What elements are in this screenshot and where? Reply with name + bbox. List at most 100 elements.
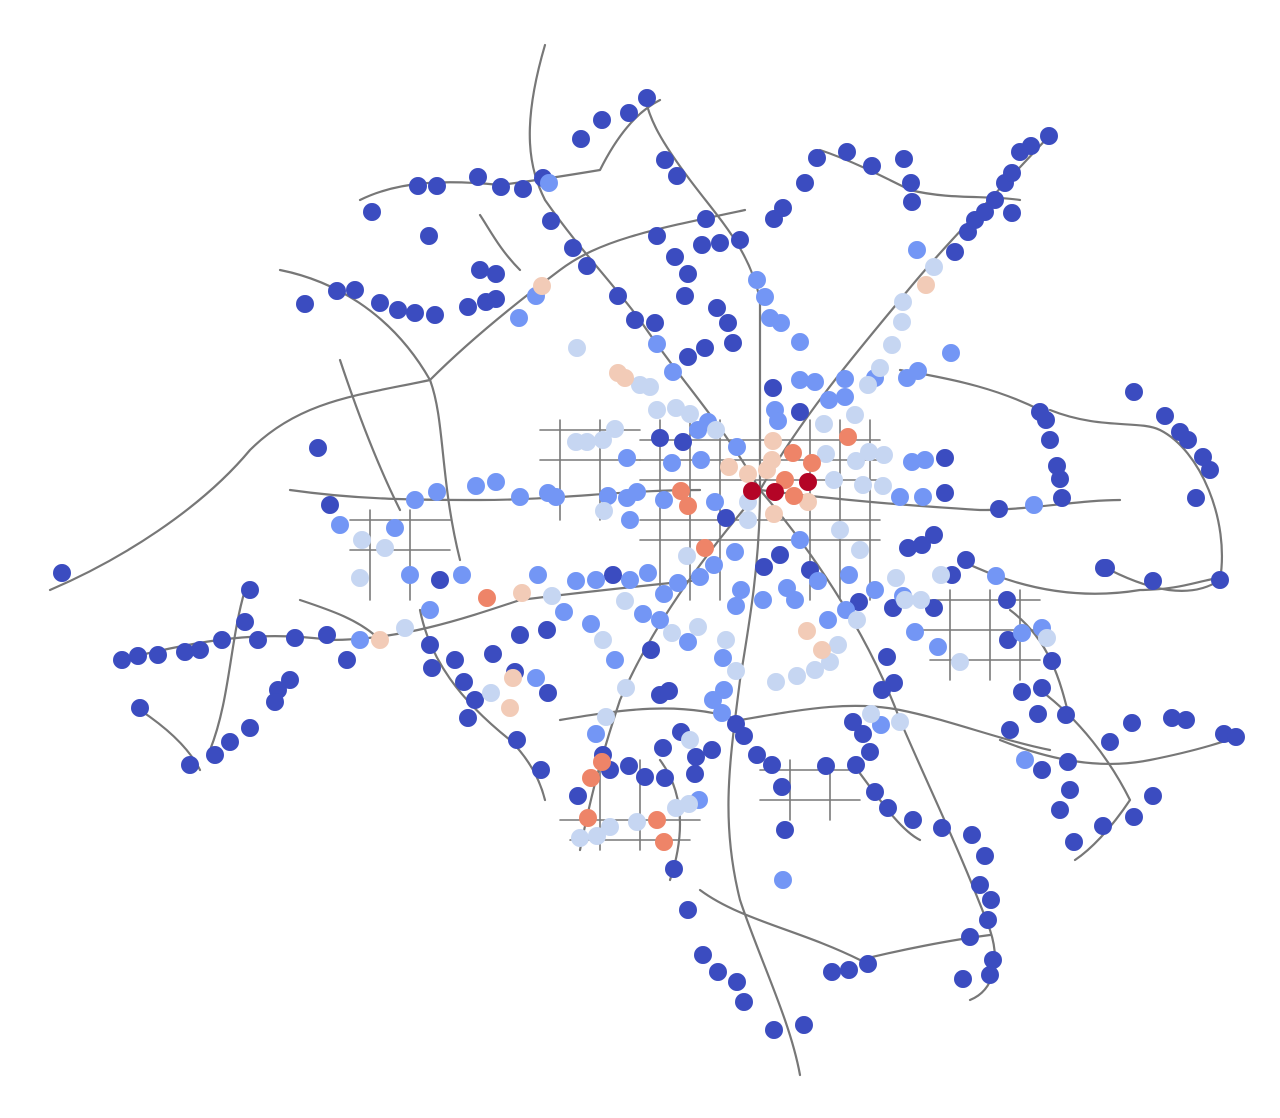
stop-marker xyxy=(1101,733,1119,751)
stop-marker xyxy=(648,335,666,353)
road-far-south xyxy=(700,890,990,960)
stop-marker xyxy=(692,451,710,469)
stop-marker xyxy=(453,566,471,584)
road-link-5 xyxy=(300,600,380,640)
stop-marker xyxy=(714,649,732,667)
stop-marker xyxy=(646,314,664,332)
stop-marker xyxy=(529,566,547,584)
stop-marker xyxy=(131,699,149,717)
stop-marker xyxy=(579,809,597,827)
stop-marker xyxy=(942,344,960,362)
road-southeast-loop xyxy=(1040,690,1130,860)
stop-marker xyxy=(668,167,686,185)
stop-marker xyxy=(1051,801,1069,819)
stop-marker xyxy=(1025,496,1043,514)
stop-marker xyxy=(1033,761,1051,779)
stop-marker xyxy=(711,234,729,252)
stop-marker xyxy=(1156,407,1174,425)
stop-marker xyxy=(508,731,526,749)
stop-marker xyxy=(1194,448,1212,466)
stop-marker xyxy=(831,521,849,539)
stop-marker xyxy=(669,574,687,592)
stop-marker xyxy=(679,265,697,283)
stop-marker xyxy=(484,645,502,663)
road-north-loop xyxy=(360,100,660,200)
stop-marker xyxy=(1059,753,1077,771)
stop-marker xyxy=(423,659,441,677)
stop-marker xyxy=(825,471,843,489)
stop-marker xyxy=(925,526,943,544)
stop-marker xyxy=(428,483,446,501)
stop-marker xyxy=(1065,833,1083,851)
stop-marker xyxy=(727,597,745,615)
stop-marker xyxy=(426,306,444,324)
road-south-ring xyxy=(560,706,1050,750)
stop-marker xyxy=(875,446,893,464)
stop-marker xyxy=(1038,629,1056,647)
stop-marker xyxy=(1125,808,1143,826)
stop-marker xyxy=(540,174,558,192)
stop-marker xyxy=(665,860,683,878)
stop-marker xyxy=(693,236,711,254)
stop-marker xyxy=(1227,728,1245,746)
stop-marker xyxy=(813,641,831,659)
stop-marker xyxy=(743,482,761,500)
stop-marker xyxy=(689,618,707,636)
stop-marker xyxy=(708,299,726,317)
stop-marker xyxy=(371,631,389,649)
stop-marker xyxy=(879,799,897,817)
stop-marker xyxy=(249,631,267,649)
stop-marker xyxy=(796,174,814,192)
stop-marker xyxy=(823,963,841,981)
stop-marker xyxy=(1125,383,1143,401)
stop-marker xyxy=(587,571,605,589)
stop-marker xyxy=(639,564,657,582)
stop-marker xyxy=(963,826,981,844)
stop-marker xyxy=(617,679,635,697)
stop-marker xyxy=(982,891,1000,909)
stop-marker xyxy=(893,313,911,331)
stop-marker xyxy=(389,301,407,319)
stop-marker xyxy=(1003,164,1021,182)
stop-marker xyxy=(593,753,611,771)
stop-marker xyxy=(840,566,858,584)
stop-marker xyxy=(1001,721,1019,739)
stop-marker xyxy=(678,547,696,565)
stop-marker xyxy=(1048,457,1066,475)
stop-marker xyxy=(706,493,724,511)
stop-marker xyxy=(321,496,339,514)
stop-marker xyxy=(1003,204,1021,222)
stop-marker xyxy=(1040,127,1058,145)
stop-marker xyxy=(351,569,369,587)
road-southeast-radial xyxy=(760,490,995,1000)
stop-marker xyxy=(732,581,750,599)
stop-marker xyxy=(874,477,892,495)
stop-marker xyxy=(904,811,922,829)
stop-marker xyxy=(1144,787,1162,805)
road-link-6 xyxy=(480,215,520,270)
stop-marker xyxy=(421,636,439,654)
stop-marker xyxy=(1094,817,1112,835)
stop-marker xyxy=(717,509,735,527)
stop-marker xyxy=(654,739,672,757)
stop-marker xyxy=(459,298,477,316)
stop-marker xyxy=(758,461,776,479)
stop-marker xyxy=(724,334,742,352)
stop-marker xyxy=(727,662,745,680)
stop-marker xyxy=(568,339,586,357)
stop-marker xyxy=(213,631,231,649)
stop-marker xyxy=(469,168,487,186)
stop-marker xyxy=(53,564,71,582)
stop-marker xyxy=(504,669,522,687)
stop-marker xyxy=(616,369,634,387)
stop-marker xyxy=(594,631,612,649)
stop-marker xyxy=(1123,714,1141,732)
stop-marker xyxy=(286,629,304,647)
stop-marker xyxy=(547,488,565,506)
stop-marker xyxy=(979,911,997,929)
stop-marker xyxy=(765,1021,783,1039)
stop-marker xyxy=(917,276,935,294)
stop-marker xyxy=(829,636,847,654)
stop-marker xyxy=(648,401,666,419)
stop-marker xyxy=(936,449,954,467)
